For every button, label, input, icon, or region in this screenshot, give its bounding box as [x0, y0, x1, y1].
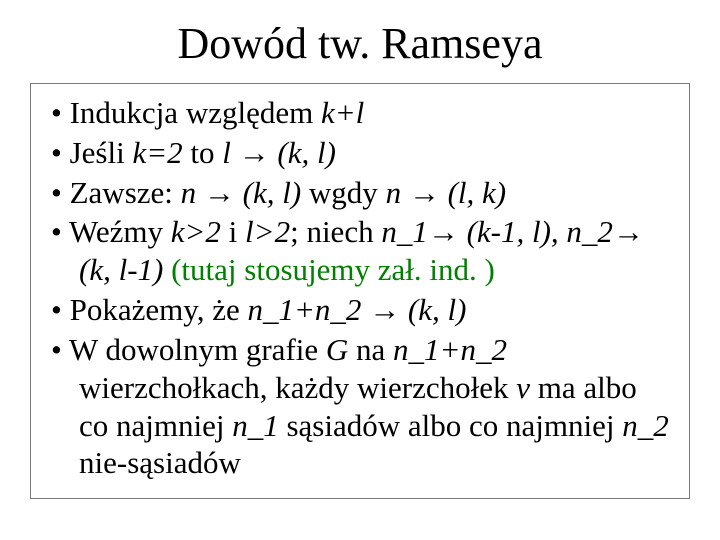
italic-text: n_1+n_2: [248, 292, 370, 327]
text: Indukcja względem: [70, 95, 321, 130]
list-item: Weźmy k>2 i l>2; niech n_1→ (k-1, l), n_…: [51, 213, 669, 289]
text: wierzchołkach, każdy wierzchołek: [79, 370, 516, 405]
italic-text: (k, l): [270, 135, 336, 170]
text: wgdy: [301, 175, 385, 210]
italic-text: k=2: [132, 135, 182, 170]
italic-text: n_1: [381, 214, 428, 249]
text: na: [348, 332, 393, 367]
italic-text: l: [222, 135, 238, 170]
text: Weźmy: [69, 214, 171, 249]
text: to: [183, 135, 223, 170]
arrow-icon: →: [613, 214, 644, 249]
italic-text: v: [516, 370, 530, 405]
list-item: Jeśli k=2 to l → (k, l): [51, 134, 669, 172]
text: sąsiadów albo co najmniej: [279, 408, 623, 443]
italic-text: k+l: [321, 95, 364, 130]
list-item: Pokażemy, że n_1+n_2 → (k, l): [51, 291, 669, 329]
arrow-icon: →: [239, 135, 270, 170]
arrow-icon: →: [369, 292, 400, 327]
arrow-icon: →: [428, 214, 459, 249]
slide: Dowód tw. Ramseya Indukcja względem k+l …: [0, 0, 720, 540]
list-item: W dowolnym grafie G na n_1+n_2 wierzchoł…: [51, 331, 669, 482]
italic-text: (k, l): [235, 175, 301, 210]
text: i: [221, 214, 245, 249]
bullet-list: Indukcja względem k+l Jeśli k=2 to l → (…: [51, 94, 669, 482]
text: Pokażemy, że: [70, 292, 248, 327]
italic-text: n_1+n_2: [393, 332, 507, 367]
text: Jeśli: [70, 135, 133, 170]
text: W dowolnym grafie: [69, 332, 326, 367]
list-item: Zawsze: n → (k, l) wgdy n → (l, k): [51, 174, 669, 212]
italic-text: n: [386, 175, 409, 210]
italic-text: n_1: [232, 408, 279, 443]
italic-text: n_2: [622, 408, 669, 443]
slide-title: Dowód tw. Ramseya: [30, 18, 690, 69]
content-box: Indukcja względem k+l Jeśli k=2 to l → (…: [30, 83, 690, 499]
italic-text: (l, k): [440, 175, 506, 210]
text: nie-sąsiadów: [79, 445, 241, 480]
italic-text: (k-1, l), n_2: [459, 214, 613, 249]
arrow-icon: →: [204, 175, 235, 210]
text: Zawsze:: [70, 175, 181, 210]
green-note: (tutaj stosujemy zał. ind. ): [171, 252, 495, 287]
arrow-icon: →: [409, 175, 440, 210]
italic-text: n: [181, 175, 204, 210]
italic-text: k>2: [171, 214, 221, 249]
list-item: Indukcja względem k+l: [51, 94, 669, 132]
italic-text: (k, l): [400, 292, 466, 327]
text: ; niech: [290, 214, 381, 249]
italic-text: G: [326, 332, 348, 367]
italic-text: l>2: [245, 214, 290, 249]
italic-text: (k, l-1): [79, 252, 171, 287]
